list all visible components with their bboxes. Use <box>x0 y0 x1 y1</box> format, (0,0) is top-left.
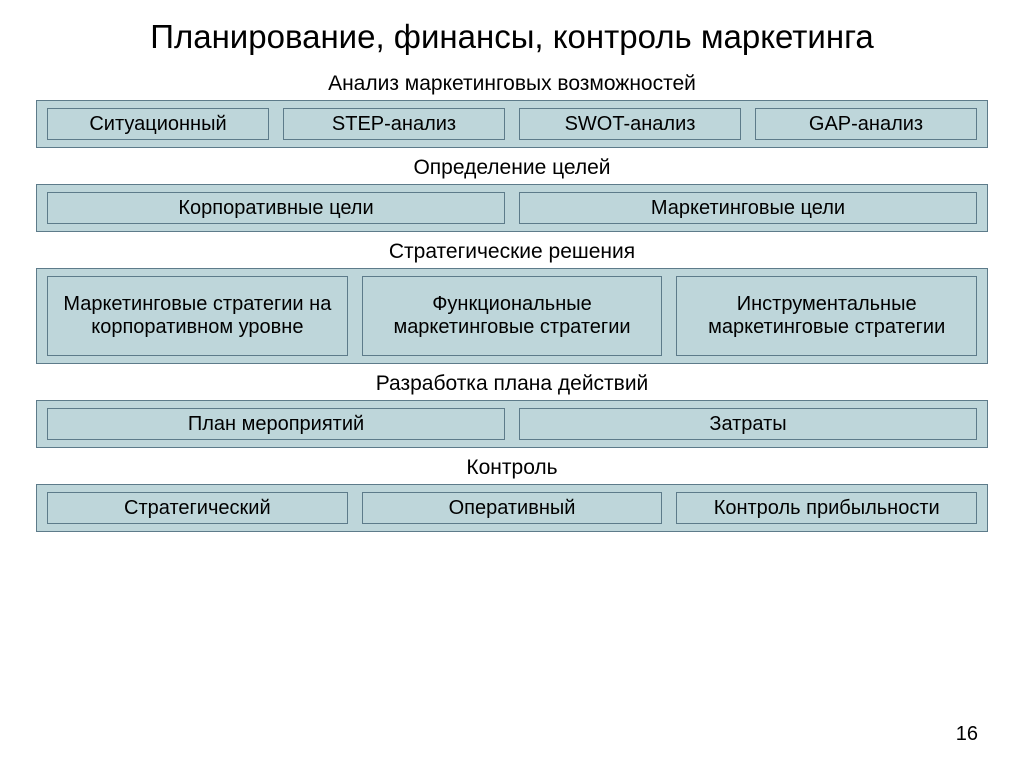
section-1-container: Ситуационный STEP-анализ SWOT-анализ GAP… <box>36 100 988 148</box>
section-5-container: Стратегический Оперативный Контроль приб… <box>36 484 988 532</box>
section-4-label: Разработка плана действий <box>36 372 988 396</box>
section-1-item-2: SWOT-анализ <box>519 108 741 140</box>
page-number: 16 <box>956 723 978 746</box>
section-1-item-1: STEP-анализ <box>283 108 505 140</box>
section-1-item-0: Ситуационный <box>47 108 269 140</box>
section-3-item-0: Маркетинговые стратегии на корпоративном… <box>47 276 348 356</box>
section-5-item-0: Стратегический <box>47 492 348 524</box>
section-5-label: Контроль <box>36 456 988 480</box>
section-2-container: Корпоративные цели Маркетинговые цели <box>36 184 988 232</box>
section-1-label: Анализ маркетинговых возможностей <box>36 72 988 96</box>
section-1-item-3: GAP-анализ <box>755 108 977 140</box>
section-2-label: Определение целей <box>36 156 988 180</box>
slide-title: Планирование, финансы, контроль маркетин… <box>36 18 988 56</box>
section-4-item-0: План мероприятий <box>47 408 505 440</box>
section-3-item-2: Инструментальные маркетинговые стратегии <box>676 276 977 356</box>
section-5-item-2: Контроль прибыльности <box>676 492 977 524</box>
section-3-container: Маркетинговые стратегии на корпоративном… <box>36 268 988 364</box>
section-3-label: Стратегические решения <box>36 240 988 264</box>
section-3-item-1: Функциональные маркетинговые стратегии <box>362 276 663 356</box>
section-4-container: План мероприятий Затраты <box>36 400 988 448</box>
section-4-item-1: Затраты <box>519 408 977 440</box>
section-5-item-1: Оперативный <box>362 492 663 524</box>
section-2-item-0: Корпоративные цели <box>47 192 505 224</box>
section-2-item-1: Маркетинговые цели <box>519 192 977 224</box>
